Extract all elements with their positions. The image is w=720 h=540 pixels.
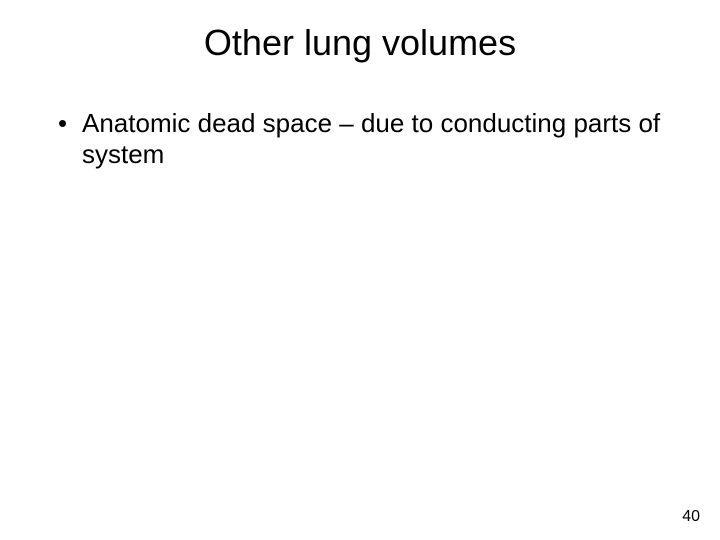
bullet-text: Anatomic dead space – due to conducting … bbox=[82, 108, 660, 169]
slide-title: Other lung volumes bbox=[0, 22, 720, 64]
slide-body: Anatomic dead space – due to conducting … bbox=[54, 108, 666, 170]
bullet-list: Anatomic dead space – due to conducting … bbox=[54, 108, 666, 170]
page-number: 40 bbox=[682, 508, 700, 526]
list-item: Anatomic dead space – due to conducting … bbox=[54, 108, 666, 170]
slide: Other lung volumes Anatomic dead space –… bbox=[0, 0, 720, 540]
